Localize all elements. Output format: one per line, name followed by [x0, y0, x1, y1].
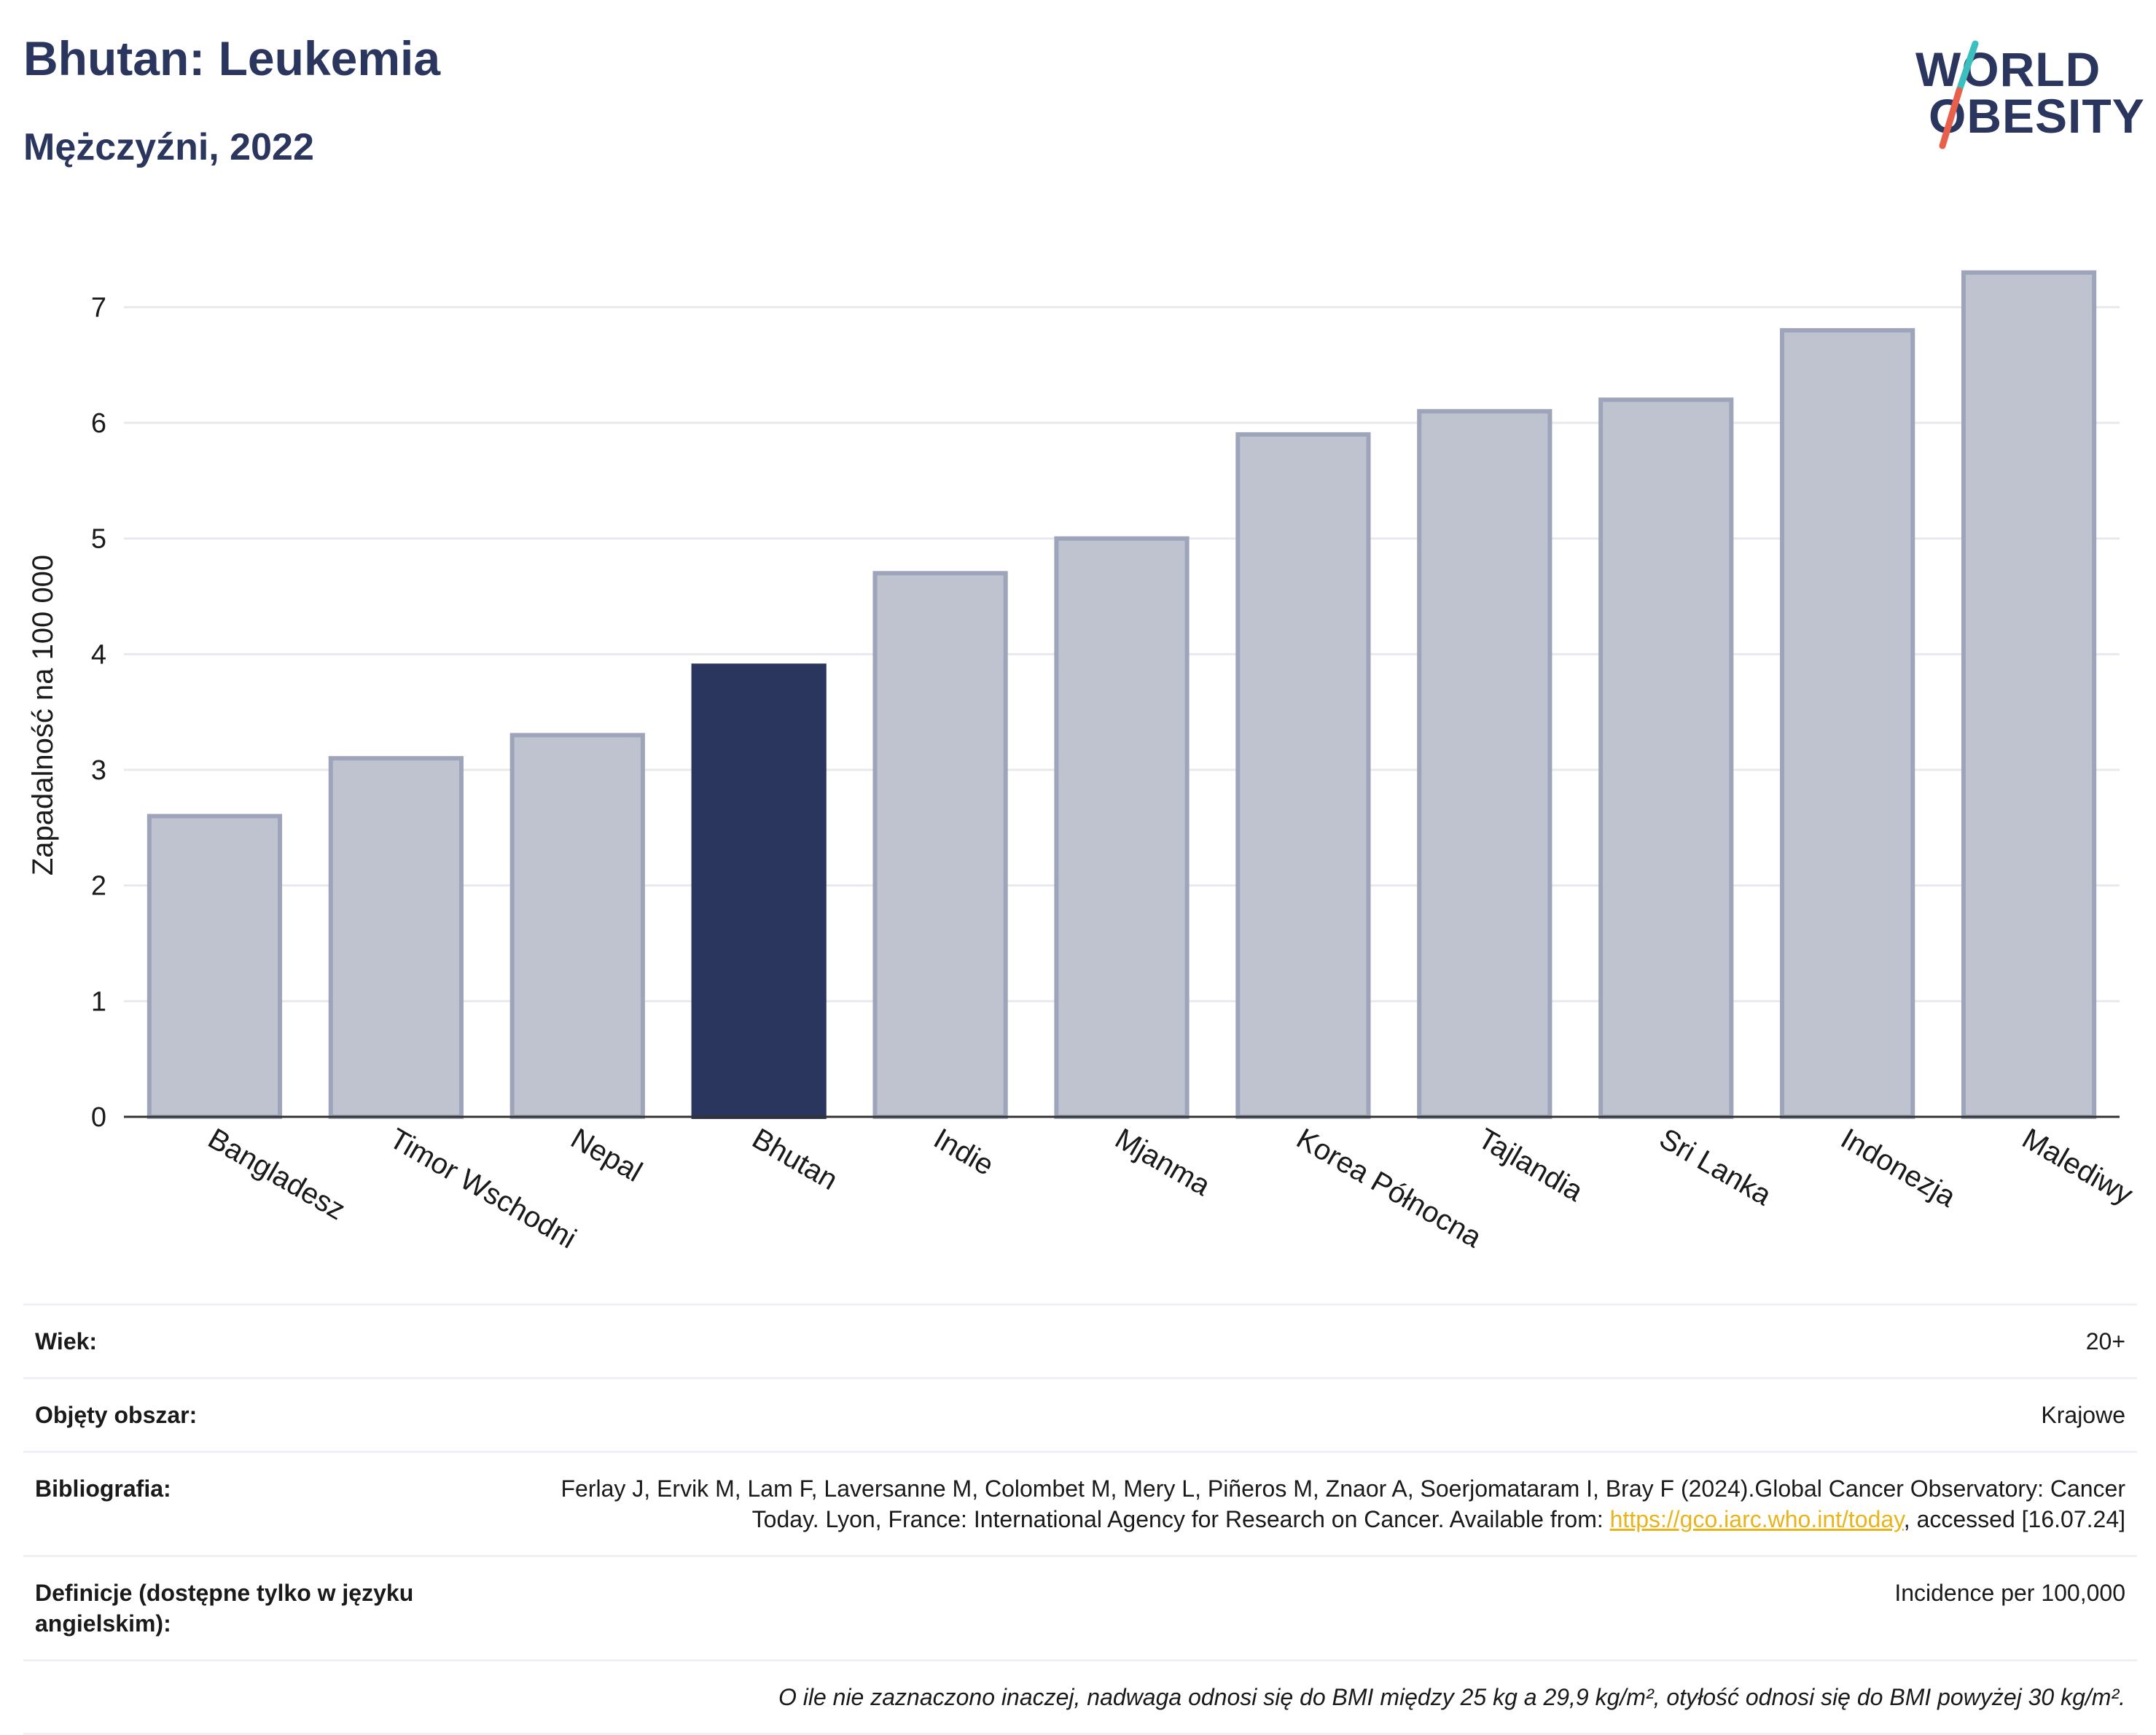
metadata-table: Wiek: 20+ Objęty obszar: Krajowe Bibliog… [23, 1303, 2137, 1735]
bar-sri-lanka [1598, 397, 1734, 1119]
x-tick-label: Bangladesz [203, 1123, 351, 1227]
meta-age-value: 20+ [2085, 1328, 2125, 1354]
y-tick-label: 3 [91, 755, 106, 786]
bar-timor-wschodni [328, 756, 464, 1119]
page-subtitle: Mężczyźni, 2022 [23, 126, 314, 168]
meta-note: O ile nie zaznaczono inaczej, nadwaga od… [778, 1684, 2125, 1710]
meta-bibliography-label: Bibliografia: [35, 1475, 171, 1502]
page-title: Bhutan: Leukemia [23, 31, 441, 85]
bar-malediwy [1961, 270, 2097, 1119]
y-tick-label: 5 [91, 524, 106, 555]
bar-bangladesz [147, 814, 283, 1119]
meta-row-definitions: Definicje (dostępne tylko w języku angie… [23, 1555, 2137, 1659]
bar-bhutan [691, 663, 827, 1119]
x-tick-label: Indie [929, 1123, 999, 1182]
y-axis-ticks: 0 1 2 3 4 5 6 7 [91, 292, 106, 1133]
meta-row-age: Wiek: 20+ [23, 1303, 2137, 1377]
meta-row-note: O ile nie zaznaczono inaczej, nadwaga od… [23, 1659, 2137, 1735]
meta-definitions-value: Incidence per 100,000 [1894, 1580, 2125, 1606]
logo-slash-icon [1939, 40, 1979, 149]
x-tick-label: Mjanma [1110, 1123, 1216, 1203]
y-axis-title: Zapadalność na 100 000 [27, 555, 59, 876]
y-tick-label: 7 [91, 292, 106, 323]
bibliography-text: Ferlay J, Ervik M, Lam F, Laversanne M, … [561, 1475, 2125, 1532]
bibliography-accessed: , accessed [16.07.24] [1903, 1506, 2125, 1532]
y-tick-label: 6 [91, 408, 106, 439]
x-tick-label: Timor Wschodni [384, 1123, 582, 1255]
world-obesity-logo: WORLD OBESITY [1902, 38, 2145, 155]
bar-tajlandia [1417, 409, 1552, 1119]
meta-bibliography-value: Ferlay J, Ervik M, Lam F, Laversanne M, … [522, 1473, 2125, 1535]
meta-row-coverage: Objęty obszar: Krajowe [23, 1377, 2137, 1451]
x-tick-label: Indonezja [1835, 1123, 1961, 1214]
x-tick-label: Malediwy [2017, 1123, 2138, 1211]
y-tick-label: 4 [91, 639, 106, 670]
bar-indonezja [1780, 328, 1915, 1119]
x-tick-label: Bhutan [747, 1123, 843, 1196]
x-tick-label: Sri Lanka [1654, 1123, 1777, 1212]
y-tick-label: 1 [91, 986, 106, 1017]
logo-word-obesity: OBESITY [1929, 89, 2145, 143]
meta-row-bibliography: Bibliografia: Ferlay J, Ervik M, Lam F, … [23, 1451, 2137, 1555]
bar-mjanma [1054, 536, 1190, 1119]
y-tick-label: 2 [91, 871, 106, 902]
x-tick-label: Korea Północna [1291, 1123, 1487, 1255]
bar-indie [872, 571, 1008, 1119]
meta-definitions-label: Definicje (dostępne tylko w języku angie… [35, 1580, 414, 1637]
bars [147, 270, 2097, 1120]
bar-korea-północna [1235, 432, 1371, 1120]
meta-coverage-label: Objęty obszar: [35, 1402, 198, 1428]
meta-age-label: Wiek: [35, 1328, 98, 1354]
x-tick-label: Nepal [566, 1123, 648, 1188]
bar-nepal [509, 733, 645, 1119]
meta-coverage-value: Krajowe [2041, 1402, 2125, 1428]
y-tick-label: 0 [91, 1102, 106, 1133]
bibliography-link[interactable]: https://gco.iarc.who.int/today [1609, 1506, 1904, 1532]
x-tick-label: Tajlandia [1472, 1123, 1588, 1208]
logo-word-world: WORLD [1915, 42, 2101, 96]
